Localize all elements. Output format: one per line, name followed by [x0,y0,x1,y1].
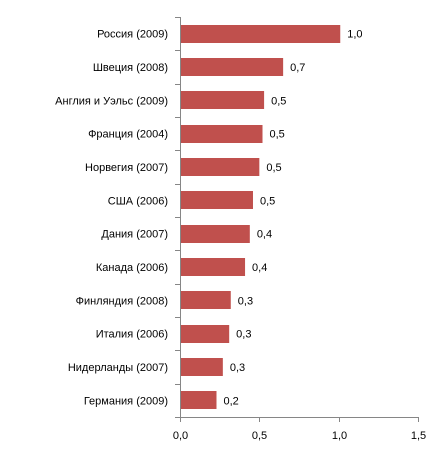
data-label: 0,3 [238,295,253,307]
category-label: Канада (2006) [96,262,168,274]
category-label: Италия (2006) [96,329,168,341]
bar [181,391,217,409]
bar [181,358,223,376]
x-tick-label: 1,0 [332,430,347,442]
data-label: 0,5 [271,95,286,107]
bar [181,25,341,43]
x-tick-label: 0,5 [252,430,267,442]
data-label: 0,5 [260,195,275,207]
bar [181,191,253,209]
bar [181,58,284,76]
data-label: 0,5 [266,162,281,174]
category-label: Франция (2004) [88,129,168,141]
data-label: 0,7 [290,62,305,74]
bars [181,25,341,409]
bar [181,258,246,276]
category-label: Швеция (2008) [93,62,168,74]
category-label: Германия (2009) [84,395,168,407]
category-label: Англия и Уэльс (2009) [55,95,168,107]
category-label: Дания (2007) [101,229,168,241]
category-label: Норвегия (2007) [85,162,168,174]
bar [181,158,260,176]
x-tick-label: 0,0 [173,430,188,442]
category-label: Нидерланды (2007) [68,362,168,374]
data-label: 0,4 [252,262,267,274]
bar [181,91,265,109]
category-label: Финляндия (2008) [76,295,168,307]
axes [175,17,419,422]
x-tick-label: 1,5 [411,430,426,442]
data-label: 0,3 [236,329,251,341]
category-label: Россия (2009) [97,29,168,41]
bar [181,291,231,309]
data-label: 0,3 [230,362,245,374]
data-label: 0,2 [223,395,238,407]
labels: 0,0 0,5 1,0 1,5 Россия (2009) 1,0 Швеция (2008… [55,29,426,442]
data-label: 0,5 [270,129,285,141]
data-label: 0,4 [257,229,272,241]
data-label: 1,0 [347,29,362,41]
category-label: США (2006) [108,195,168,207]
bar [181,125,263,143]
bar [181,325,230,343]
bar [181,225,250,243]
